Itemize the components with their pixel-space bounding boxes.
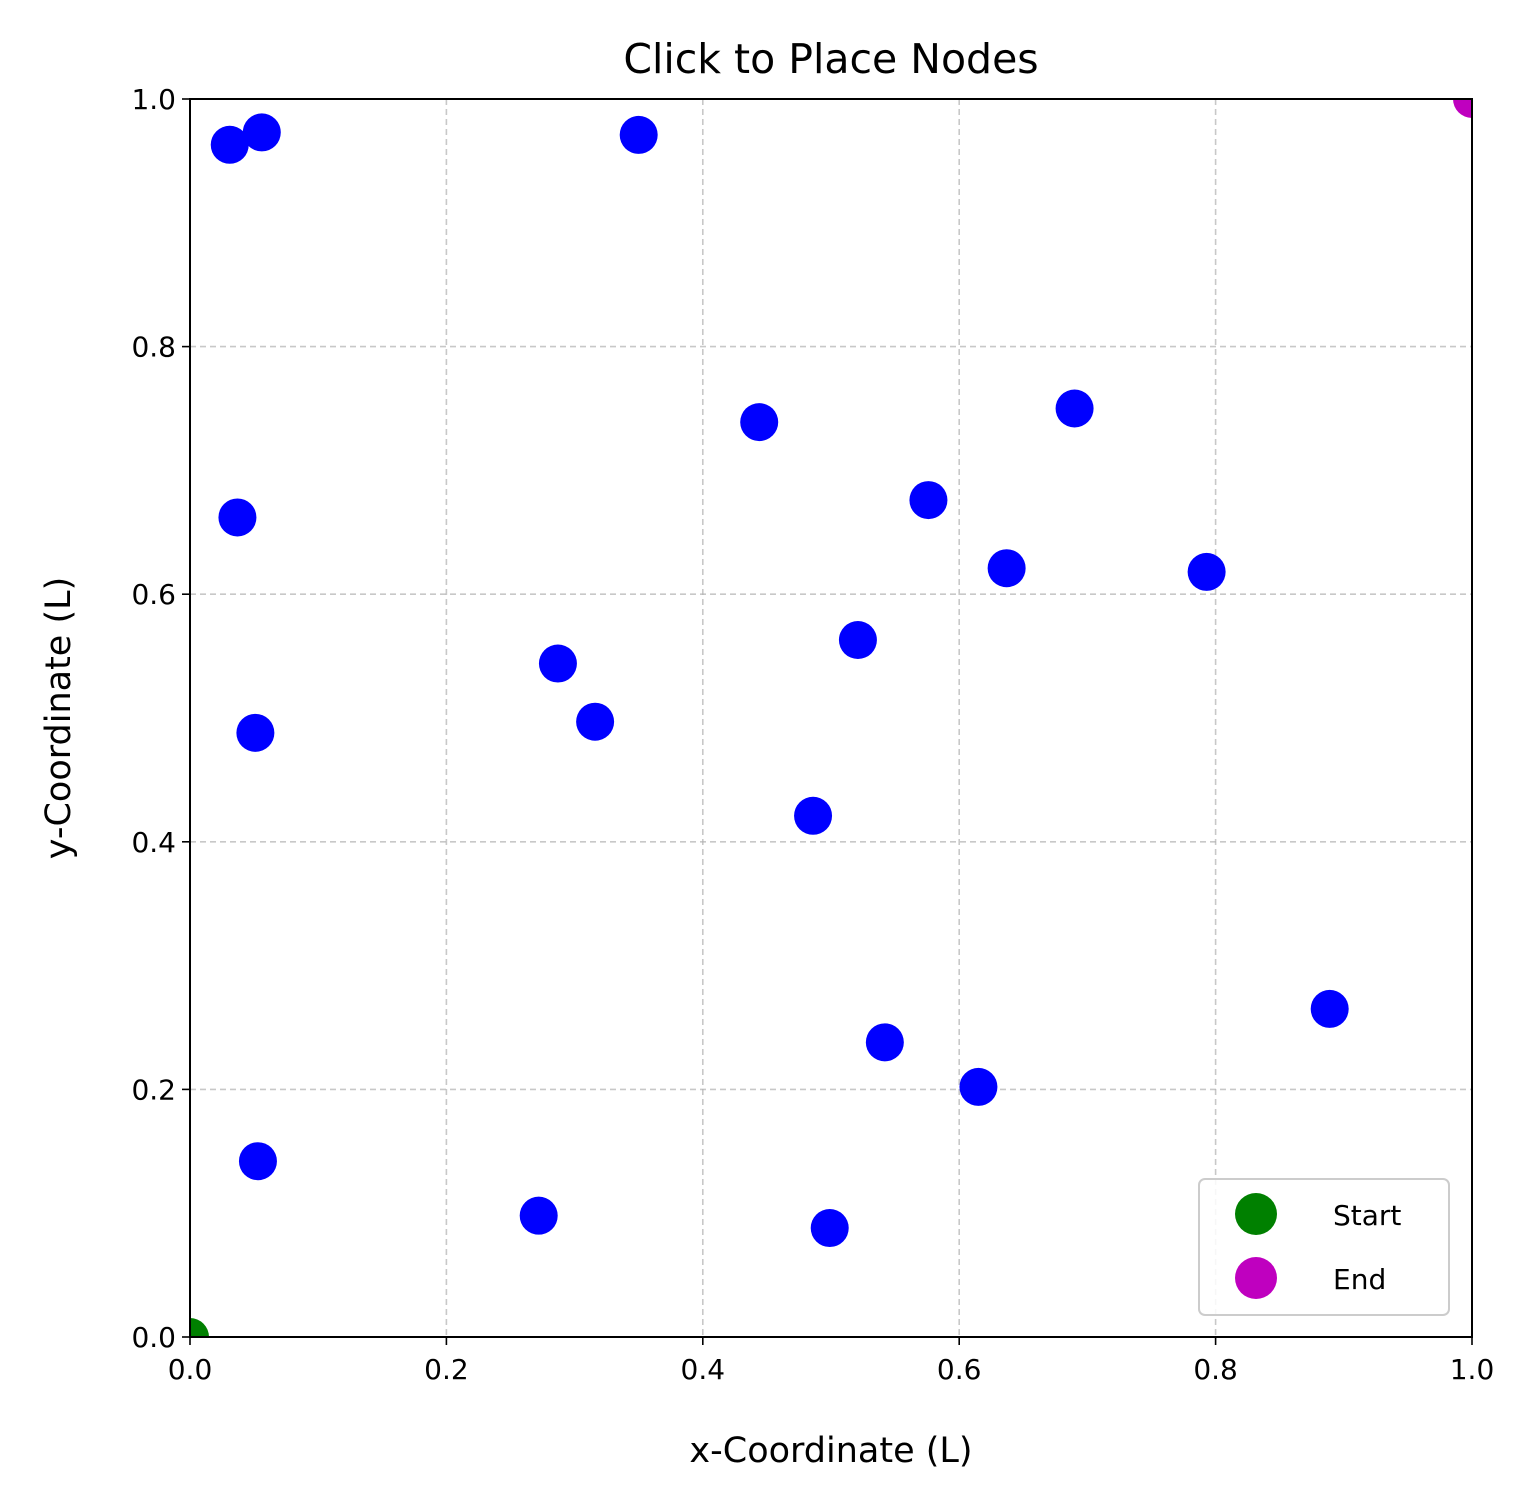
y-tick-label: 0.0	[131, 1321, 176, 1354]
legend-marker-end	[1235, 1257, 1277, 1299]
y-tick-label: 0.8	[131, 331, 176, 364]
node-point[interactable]	[838, 621, 877, 660]
data-points	[171, 80, 1491, 1356]
node-point[interactable]	[576, 702, 615, 741]
y-tick-labels: 0.0 0.2 0.4 0.6 0.8 1.0	[131, 83, 176, 1354]
legend-label-end: End	[1333, 1263, 1386, 1296]
end-point[interactable]	[1453, 80, 1491, 118]
node-point[interactable]	[519, 1196, 558, 1235]
x-tick-label: 0.6	[937, 1353, 982, 1386]
y-tick-label: 0.2	[131, 1073, 176, 1106]
chart-title: Click to Place Nodes	[623, 35, 1038, 83]
x-tick-label: 0.4	[681, 1353, 726, 1386]
node-point[interactable]	[218, 498, 257, 537]
x-tick-labels: 0.0 0.2 0.4 0.6 0.8 1.0	[168, 1353, 1495, 1386]
y-axis-title: y-Coordinate (L)	[39, 577, 79, 860]
node-point[interactable]	[1310, 989, 1349, 1028]
node-point[interactable]	[210, 125, 249, 164]
node-point[interactable]	[794, 796, 833, 835]
legend-label-start: Start	[1333, 1199, 1401, 1232]
grid-lines	[190, 99, 1472, 1337]
x-axis-title: x-Coordinate (L)	[689, 1431, 972, 1471]
legend-marker-start	[1235, 1193, 1277, 1235]
node-point[interactable]	[236, 713, 275, 752]
node-point[interactable]	[242, 113, 281, 152]
y-tick-label: 1.0	[131, 83, 176, 116]
node-point[interactable]	[865, 1023, 904, 1062]
legend-box	[1198, 1178, 1450, 1316]
y-tick-label: 0.6	[131, 578, 176, 611]
node-point[interactable]	[909, 481, 948, 520]
legend: Start End	[1198, 1178, 1450, 1316]
node-point[interactable]	[1187, 552, 1226, 591]
node-point[interactable]	[987, 549, 1026, 588]
x-tick-label: 0.0	[168, 1353, 213, 1386]
node-point[interactable]	[740, 403, 779, 442]
plot-area[interactable]	[190, 99, 1472, 1337]
y-tick-label: 0.4	[131, 826, 176, 859]
node-point[interactable]	[238, 1142, 277, 1181]
plot-frame	[189, 98, 1473, 1338]
node-point[interactable]	[619, 115, 658, 154]
start-point[interactable]	[171, 1318, 209, 1356]
node-point[interactable]	[538, 644, 577, 683]
x-tick-label: 0.8	[1193, 1353, 1238, 1386]
node-point[interactable]	[1055, 389, 1094, 428]
node-point[interactable]	[810, 1209, 849, 1248]
x-tick-label: 1.0	[1450, 1353, 1495, 1386]
x-tick-label: 0.2	[424, 1353, 469, 1386]
node-point[interactable]	[959, 1067, 998, 1106]
axis-ticks	[182, 98, 1473, 1345]
